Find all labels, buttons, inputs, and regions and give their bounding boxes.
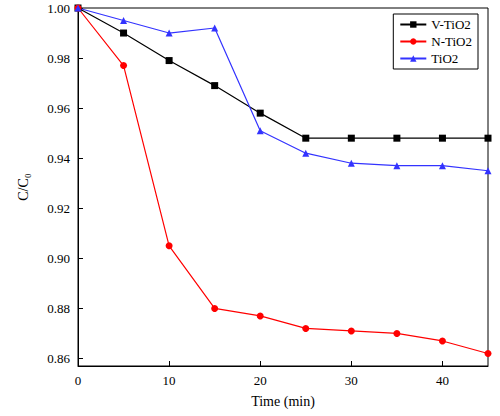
- svg-text:40: 40: [436, 373, 449, 388]
- svg-text:0.92: 0.92: [47, 201, 70, 216]
- svg-text:0.88: 0.88: [47, 301, 70, 316]
- svg-text:0.90: 0.90: [47, 251, 70, 266]
- svg-text:Time (min): Time (min): [251, 394, 315, 410]
- svg-text:C/C₀: C/C₀: [16, 173, 31, 201]
- svg-text:0.96: 0.96: [47, 101, 70, 116]
- svg-text:1.00: 1.00: [47, 1, 70, 16]
- svg-text:V-TiO2: V-TiO2: [431, 17, 471, 32]
- svg-text:20: 20: [254, 373, 267, 388]
- svg-text:0: 0: [75, 373, 82, 388]
- svg-text:TiO2: TiO2: [431, 51, 458, 66]
- svg-text:N-TiO2: N-TiO2: [431, 34, 472, 49]
- svg-text:10: 10: [163, 373, 176, 388]
- svg-text:0.98: 0.98: [47, 51, 70, 66]
- svg-text:30: 30: [345, 373, 358, 388]
- svg-text:0.86: 0.86: [47, 351, 70, 366]
- svg-text:0.94: 0.94: [47, 151, 70, 166]
